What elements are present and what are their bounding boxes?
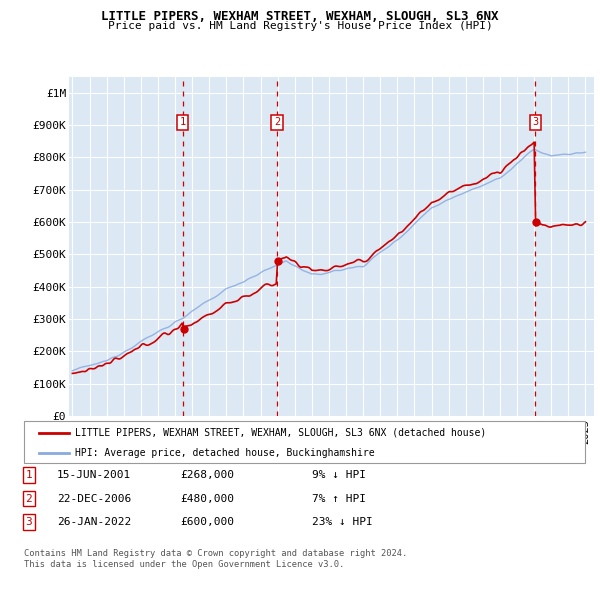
Text: £600,000: £600,000 xyxy=(180,517,234,527)
Text: 3: 3 xyxy=(532,117,538,127)
Text: 2: 2 xyxy=(274,117,280,127)
Text: LITTLE PIPERS, WEXHAM STREET, WEXHAM, SLOUGH, SL3 6NX (detached house): LITTLE PIPERS, WEXHAM STREET, WEXHAM, SL… xyxy=(75,428,486,438)
Text: £480,000: £480,000 xyxy=(180,494,234,503)
Text: Price paid vs. HM Land Registry's House Price Index (HPI): Price paid vs. HM Land Registry's House … xyxy=(107,21,493,31)
Text: This data is licensed under the Open Government Licence v3.0.: This data is licensed under the Open Gov… xyxy=(24,560,344,569)
Text: 22-DEC-2006: 22-DEC-2006 xyxy=(57,494,131,503)
Text: 2: 2 xyxy=(25,494,32,503)
Text: 9% ↓ HPI: 9% ↓ HPI xyxy=(312,470,366,480)
Text: HPI: Average price, detached house, Buckinghamshire: HPI: Average price, detached house, Buck… xyxy=(75,448,374,457)
Text: 3: 3 xyxy=(25,517,32,527)
Text: 26-JAN-2022: 26-JAN-2022 xyxy=(57,517,131,527)
Text: 7% ↑ HPI: 7% ↑ HPI xyxy=(312,494,366,503)
Text: £268,000: £268,000 xyxy=(180,470,234,480)
Text: Contains HM Land Registry data © Crown copyright and database right 2024.: Contains HM Land Registry data © Crown c… xyxy=(24,549,407,558)
Text: 23% ↓ HPI: 23% ↓ HPI xyxy=(312,517,373,527)
Text: 15-JUN-2001: 15-JUN-2001 xyxy=(57,470,131,480)
Text: 1: 1 xyxy=(179,117,186,127)
Text: LITTLE PIPERS, WEXHAM STREET, WEXHAM, SLOUGH, SL3 6NX: LITTLE PIPERS, WEXHAM STREET, WEXHAM, SL… xyxy=(101,10,499,23)
Text: 1: 1 xyxy=(25,470,32,480)
